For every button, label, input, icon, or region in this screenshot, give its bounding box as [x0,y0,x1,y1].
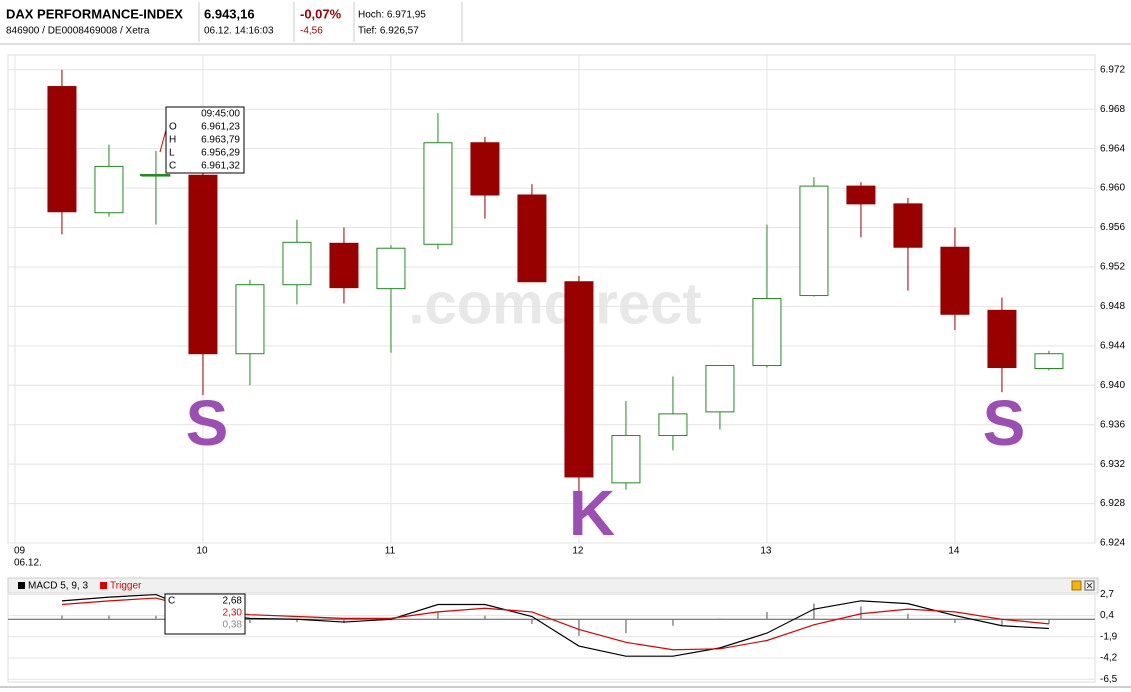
y-tick-label: 6.932 [1100,459,1125,470]
candle-body [752,298,782,367]
candle-body [423,142,453,245]
legend-label: Trigger [110,581,142,592]
annotation: S [186,387,229,459]
index-name: DAX PERFORMANCE-INDEX [6,6,183,21]
tooltip-value: 6.961,32 [201,161,240,172]
x-tick-label: 13 [760,546,772,557]
y-tick-label: 6.956 [1100,222,1125,233]
legend-swatch [100,582,108,589]
settings-icon[interactable] [1071,580,1082,591]
candle-body [376,247,406,290]
candle-body [940,246,970,315]
close-icon-x [1086,582,1093,589]
watermark: .comdirect [408,271,701,336]
y-tick-label: -1,9 [1100,631,1118,642]
candle-body [94,165,124,214]
last-price: 6.943,16 [204,6,255,21]
candle-body [846,185,876,205]
x-tick-label: 14 [948,546,960,557]
candle-body [799,185,829,297]
y-tick-label: 6.952 [1100,262,1125,273]
candle-body [329,242,359,289]
date-label: 06.12. [14,558,42,569]
x-tick-label: 12 [572,546,584,557]
tooltip-value: 6.956,29 [201,148,240,159]
y-tick-label: 6.964 [1100,143,1125,154]
macd-header [7,577,1099,594]
y-tick-label: 6.968 [1100,104,1125,115]
x-tick-label: 10 [196,546,208,557]
legend-swatch [18,582,25,589]
candle-body [564,281,594,478]
tooltip-value: 2,68 [223,596,243,607]
candle-body [517,194,547,283]
candle-body [282,241,312,286]
annotation: S [983,387,1026,459]
tooltip-value: 6.963,79 [201,135,240,146]
candle-body [235,284,265,355]
candle-body [1034,353,1064,370]
x-tick-label: 09 [14,546,26,557]
candle-body [658,413,688,437]
candle-body [47,86,77,213]
tooltip-key: O [169,122,177,133]
y-tick-label: -6,5 [1100,674,1118,685]
y-tick-label: 6.948 [1100,301,1125,312]
candle-body [611,435,641,484]
y-tick-label: 6.936 [1100,419,1125,430]
legend-label: MACD 5, 9, 3 [28,581,88,592]
tooltip-value: 2,30 [223,608,243,619]
y-tick-label: 0,4 [1100,610,1114,621]
y-tick-label: 2,7 [1100,589,1114,600]
index-ids: 846900 / DE0008469008 / Xetra [6,26,150,37]
y-tick-label: -4,2 [1100,653,1118,664]
change: -4,56 [300,26,323,37]
candle-body [705,365,735,413]
day-high: Hoch: 6.971,95 [358,10,426,21]
tooltip [164,593,246,635]
tooltip-value: 6.961,23 [201,122,240,133]
x-tick-label: 11 [385,546,396,557]
candle-body [987,309,1017,369]
tooltip-pointer [159,129,167,153]
candle-body [188,174,218,355]
tooltip-key: H [169,135,176,146]
y-tick-label: 6.928 [1100,498,1125,509]
annotation: K [569,477,615,549]
y-tick-label: 6.940 [1100,380,1125,391]
candle-body [893,203,923,248]
tooltip-key: L [169,148,175,159]
tooltip-key: C [169,161,176,172]
y-tick-label: 6.960 [1100,183,1125,194]
tooltip-key: C [168,596,175,607]
tooltip-value: 0,38 [223,620,243,631]
change-pct: -0,07% [300,6,342,21]
y-tick-label: 6.944 [1100,340,1125,351]
tooltip [165,106,245,174]
quote-time: 06.12. 14:16:03 [204,26,274,37]
candle-body [470,142,500,196]
tooltip-time: 09:45:00 [201,109,240,120]
y-tick-label: 6.972 [1100,64,1125,75]
y-tick-label: 6.924 [1100,538,1125,549]
day-low: Tief: 6.926,57 [358,26,419,37]
